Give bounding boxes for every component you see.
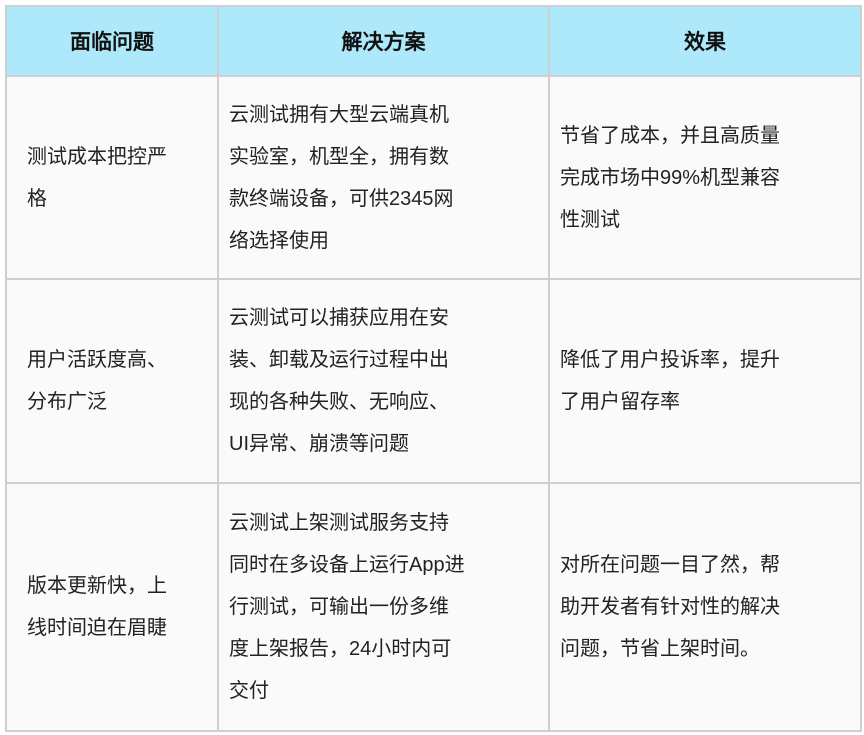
solution-cell: 云测试拥有大型云端真机 实验室，机型全，拥有数 款终端设备，可供2345网 络选… [217, 75, 550, 280]
effect-cell: 节省了成本，并且高质量 完成市场中99%机型兼容 性测试 [548, 75, 862, 280]
solution-cell: 云测试可以捕获应用在安 装、卸载及运行过程中出 现的各种失败、无响应、 UI异常… [217, 278, 550, 484]
header-row: 面临问题 解决方案 效果 [5, 5, 862, 77]
problem-cell: 用户活跃度高、 分布广泛 [5, 278, 219, 484]
problem-cell: 测试成本把控严 格 [5, 75, 219, 280]
header-effect: 效果 [548, 5, 862, 77]
effect-cell: 对所在问题一目了然，帮 助开发者有针对性的解决 问题，节省上架时间。 [548, 482, 862, 732]
header-problem: 面临问题 [5, 5, 219, 77]
effect-cell: 降低了用户投诉率，提升 了用户留存率 [548, 278, 862, 484]
table-row: 测试成本把控严 格 云测试拥有大型云端真机 实验室，机型全，拥有数 款终端设备，… [5, 75, 862, 280]
table-row: 版本更新快，上 线时间迫在眉睫 云测试上架测试服务支持 同时在多设备上运行App… [5, 482, 862, 732]
header-solution: 解决方案 [217, 5, 550, 77]
table-row: 用户活跃度高、 分布广泛 云测试可以捕获应用在安 装、卸载及运行过程中出 现的各… [5, 278, 862, 484]
solution-cell: 云测试上架测试服务支持 同时在多设备上运行App进 行测试，可输出一份多维 度上… [217, 482, 550, 732]
problem-cell: 版本更新快，上 线时间迫在眉睫 [5, 482, 219, 732]
comparison-table: 面临问题 解决方案 效果 测试成本把控严 格 云测试拥有大型云端真机 实验室，机… [5, 5, 862, 732]
